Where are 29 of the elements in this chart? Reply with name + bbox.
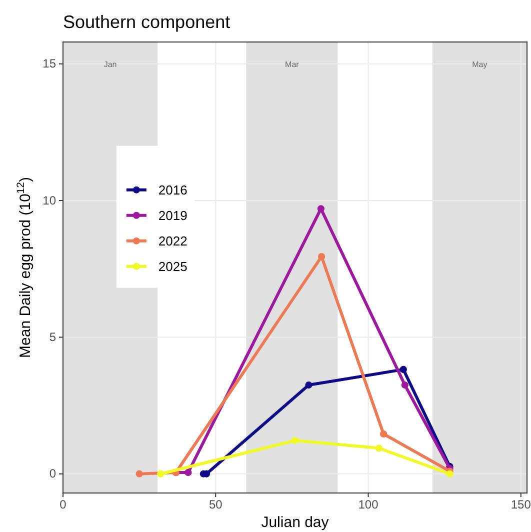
point	[400, 366, 407, 374]
x-tick-label: 100	[358, 498, 379, 512]
band-label: Jan	[104, 60, 117, 69]
point	[184, 468, 192, 476]
x-axis-title: Julian day	[261, 514, 330, 531]
legend-label: 2016	[158, 182, 188, 198]
point	[317, 205, 325, 212]
chart-title: Southern component	[63, 12, 230, 32]
point	[291, 436, 299, 444]
point	[157, 470, 164, 478]
band-label: May	[472, 60, 488, 69]
y-tick-label: 0	[49, 466, 56, 481]
point	[305, 381, 312, 389]
point	[318, 253, 326, 260]
legend-label: 2025	[158, 258, 188, 274]
point	[136, 470, 143, 478]
point	[380, 430, 388, 438]
y-tick-label: 10	[42, 193, 56, 208]
point	[446, 470, 454, 478]
band-label: Mar	[285, 60, 300, 69]
y-tick-label: 15	[42, 56, 56, 71]
point	[375, 444, 383, 452]
y-tick-label: 5	[49, 330, 56, 344]
point	[401, 381, 408, 389]
legend-label: 2022	[158, 233, 188, 248]
x-tick-label: 50	[208, 498, 223, 512]
x-tick-label: 0	[60, 498, 67, 512]
x-tick-label: 150	[510, 498, 531, 512]
legend-label: 2019	[158, 208, 188, 223]
